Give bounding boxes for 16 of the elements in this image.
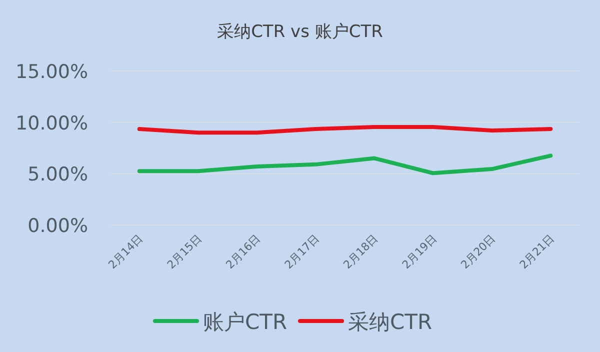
x-tick-label: 2月14日: [106, 232, 146, 272]
x-tick-label: 2月19日: [400, 232, 440, 272]
x-tick-label: 2月20日: [458, 232, 498, 272]
legend-label: 账户CTR: [203, 310, 288, 334]
x-tick-label: 2月18日: [340, 232, 380, 272]
x-tick-label: 2月17日: [282, 232, 322, 272]
y-tick-label: 0.00%: [28, 215, 88, 237]
x-tick-label: 2月16日: [223, 232, 263, 272]
x-tick-label: 2月15日: [164, 232, 204, 272]
x-tick-label: 2月21日: [517, 232, 557, 272]
y-tick-label: 5.00%: [28, 164, 88, 186]
legend-label: 采纳CTR: [348, 310, 432, 334]
chart-title: 采纳CTR vs 账户CTR: [217, 22, 384, 42]
y-tick-label: 15.00%: [16, 61, 88, 83]
line-series: [137, 154, 553, 176]
y-tick-label: 10.00%: [16, 112, 88, 134]
